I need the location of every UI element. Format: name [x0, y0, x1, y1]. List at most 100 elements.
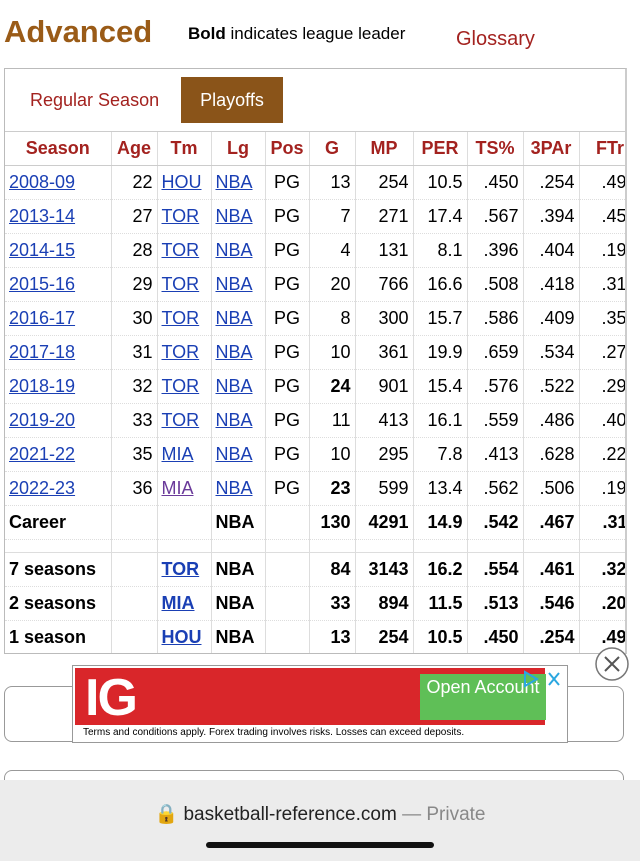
link[interactable]: NBA [215, 342, 253, 362]
cell: NBA [211, 586, 266, 621]
value: 1 season [9, 627, 87, 647]
column-header[interactable]: Tm [157, 132, 212, 166]
link[interactable]: NBA [215, 240, 253, 260]
value: 31 [132, 342, 153, 362]
value: 20 [330, 274, 351, 294]
cell: NBA [211, 199, 266, 234]
tab[interactable]: Regular Season [30, 90, 160, 110]
value: .628 [539, 444, 575, 464]
cell: .271 [579, 335, 625, 370]
cell: .193 [579, 233, 625, 268]
link[interactable]: TOR [161, 274, 200, 294]
link[interactable]: TOR [161, 240, 200, 260]
link[interactable]: MIA [161, 593, 195, 613]
link[interactable]: 2015-16 [9, 274, 76, 294]
link[interactable]: 2021-22 [9, 444, 76, 464]
value: .404 [539, 240, 575, 260]
link[interactable]: 2016-17 [9, 308, 76, 328]
ad[interactable]: IG Open Account Terms and conditions app… [72, 665, 568, 743]
cell: 2 seasons [5, 586, 112, 621]
cell [5, 539, 112, 553]
value: .254 [539, 172, 575, 192]
cell: 10 [309, 335, 356, 370]
column-header[interactable]: Age [111, 132, 158, 166]
column-header[interactable]: Pos [265, 132, 310, 166]
link[interactable]: NBA [215, 444, 253, 464]
value: PG [273, 308, 300, 328]
link[interactable]: NBA [215, 376, 253, 396]
cell: NBA [211, 335, 266, 370]
season-row: 2008-09 22 HOU NBA PG 13 254 10.5 .450 .254 .492 [5, 165, 625, 200]
cell: .409 [523, 301, 580, 336]
link[interactable]: NBA [215, 410, 253, 430]
cell: 35 [111, 437, 158, 472]
column-header[interactable]: MP [355, 132, 414, 166]
link[interactable]: 2019-20 [9, 410, 76, 430]
cell: 15.4 [413, 369, 468, 404]
value: NBA [215, 559, 255, 579]
column-header[interactable]: Lg [211, 132, 266, 166]
value: 2 seasons [9, 593, 97, 613]
season-row: 2022-23 36 MIA NBA PG 23 599 13.4 .562 .506 .190 [5, 471, 625, 506]
value: .586 [483, 308, 519, 328]
cell: NBA [211, 233, 266, 268]
link[interactable]: 2013-14 [9, 206, 76, 226]
glossary-link[interactable]: Glossary [456, 28, 535, 50]
address[interactable]: 🔒 basketball-reference.com — Private [154, 804, 486, 825]
cell: NBA [211, 267, 266, 302]
tab-active[interactable]: Playoffs [181, 77, 283, 123]
cell: .542 [467, 505, 524, 540]
link[interactable]: HOU [161, 172, 202, 192]
value: 84 [330, 559, 351, 579]
link[interactable]: NBA [215, 308, 253, 328]
column-header[interactable]: PER [413, 132, 468, 166]
link[interactable]: 2008-09 [9, 172, 76, 192]
cell [309, 539, 356, 553]
column-header[interactable]: G [309, 132, 356, 166]
value: .562 [483, 478, 519, 498]
cell: PG [265, 335, 310, 370]
link[interactable]: TOR [161, 376, 200, 396]
value: 15.7 [427, 308, 463, 328]
ad-icons[interactable] [519, 668, 565, 690]
value: 13 [330, 627, 351, 647]
season-row: 2014-15 28 TOR NBA PG 4 131 8.1 .396 .404 .193 [5, 233, 625, 268]
cell [355, 539, 414, 553]
value: PG [273, 410, 300, 430]
link[interactable]: NBA [215, 172, 253, 192]
season-row: 2019-20 33 TOR NBA PG 11 413 16.1 .559 .486 .405 [5, 403, 625, 438]
column-header[interactable]: Season [5, 132, 112, 166]
link[interactable]: NBA [215, 206, 253, 226]
link[interactable]: TOR [161, 342, 200, 362]
close-button[interactable] [594, 646, 630, 682]
link[interactable]: 2017-18 [9, 342, 76, 362]
value: NBA [215, 593, 255, 613]
value: 15.4 [427, 376, 463, 396]
cell: .450 [467, 165, 524, 200]
column-header[interactable]: FTr [579, 132, 625, 166]
link[interactable]: TOR [161, 559, 200, 579]
link[interactable]: MIA [161, 478, 194, 498]
cell: 3143 [355, 552, 414, 587]
link[interactable]: HOU [161, 627, 202, 647]
title: Advanced [4, 14, 153, 49]
link[interactable]: 2018-19 [9, 376, 76, 396]
link[interactable]: TOR [161, 308, 200, 328]
stats-box: Regular Season Playoffs Season Age Tm Lg Pos… [4, 68, 627, 654]
value: 254 [378, 627, 409, 647]
link[interactable]: NBA [215, 478, 253, 498]
cell: 2008-09 [5, 165, 112, 200]
column-header[interactable]: 3PAr [523, 132, 580, 166]
value: .554 [483, 559, 519, 579]
value: 16.6 [427, 274, 463, 294]
value: PG [273, 274, 300, 294]
value: .355 [601, 308, 627, 328]
link[interactable]: 2014-15 [9, 240, 76, 260]
link[interactable]: NBA [215, 274, 253, 294]
link[interactable]: TOR [161, 410, 200, 430]
cell: PG [265, 267, 310, 302]
link[interactable]: TOR [161, 206, 200, 226]
column-header[interactable]: TS% [467, 132, 524, 166]
link[interactable]: 2022-23 [9, 478, 76, 498]
link[interactable]: MIA [161, 444, 194, 464]
